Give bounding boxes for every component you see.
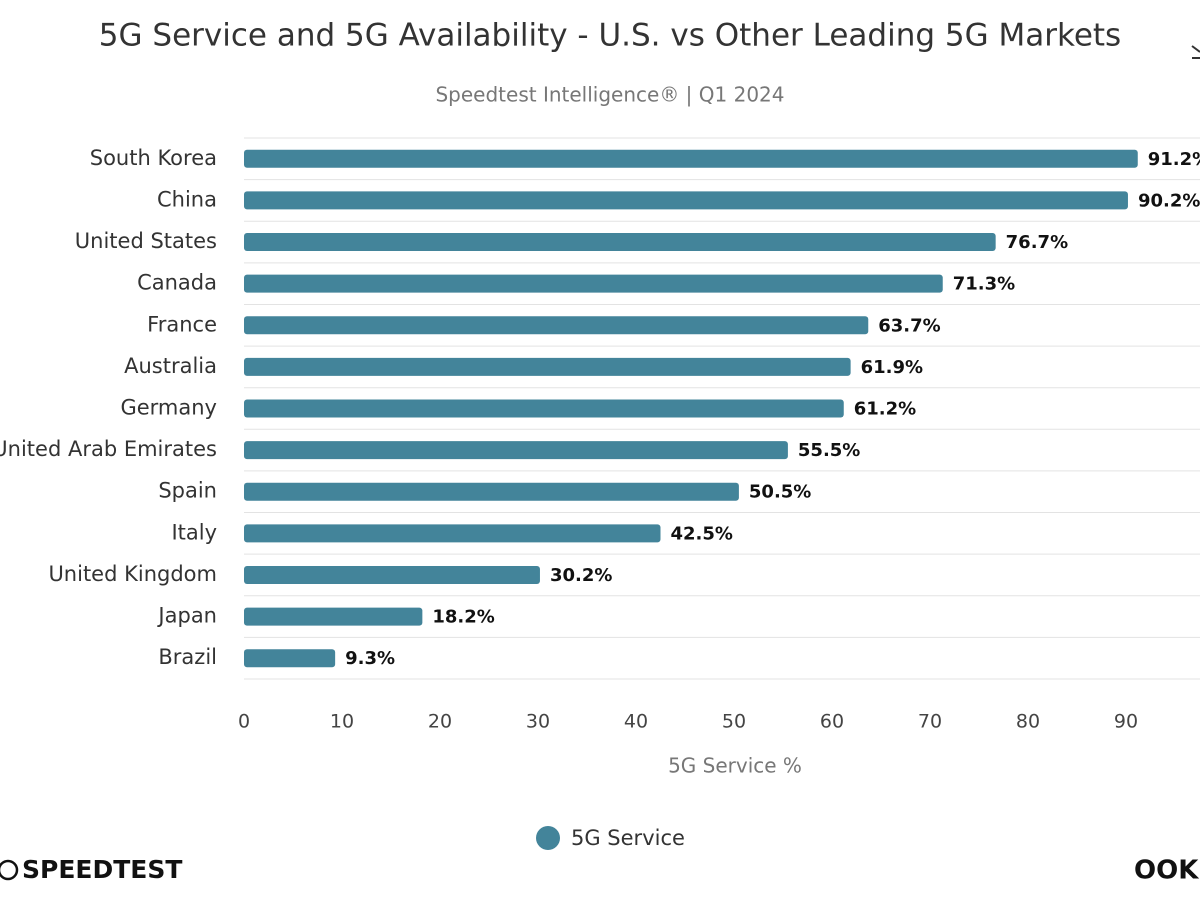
x-tick-label: 80 xyxy=(1016,711,1040,733)
speedtest-logo: SPEEDTEST xyxy=(22,855,182,884)
y-tick-label: United Kingdom xyxy=(48,562,217,586)
bar xyxy=(244,274,943,293)
download-glyph[interactable] xyxy=(1191,45,1200,59)
legend-label: 5G Service xyxy=(571,826,685,850)
value-label: 9.3% xyxy=(345,648,395,669)
speedtest-icon xyxy=(0,859,19,881)
y-tick-label: United States xyxy=(75,229,217,253)
y-tick-label: United Arab Emirates xyxy=(0,437,217,461)
x-tick-label: 70 xyxy=(918,711,942,733)
y-tick-label: Italy xyxy=(171,520,217,544)
value-label: 50.5% xyxy=(749,482,811,503)
x-tick-label: 90 xyxy=(1114,711,1138,733)
y-tick-label: China xyxy=(157,187,217,211)
bar xyxy=(244,607,423,626)
bar xyxy=(244,233,996,252)
x-tick-label: 20 xyxy=(428,711,452,733)
download-icon[interactable] xyxy=(1191,45,1200,59)
value-label: 18.2% xyxy=(432,607,494,628)
bar xyxy=(244,149,1138,168)
y-tick-label: Spain xyxy=(158,479,217,503)
y-tick-label: Canada xyxy=(137,271,217,295)
y-tick-label: Australia xyxy=(124,354,217,378)
value-label: 30.2% xyxy=(550,565,612,586)
value-label: 71.3% xyxy=(953,274,1015,295)
bar xyxy=(244,565,540,584)
bar xyxy=(244,399,844,418)
bar xyxy=(244,441,788,460)
x-tick-label: 0 xyxy=(238,711,250,733)
y-tick-label: South Korea xyxy=(90,146,217,170)
x-tick-label: 50 xyxy=(722,711,746,733)
x-tick-label: 30 xyxy=(526,711,550,733)
bar xyxy=(244,191,1128,210)
y-tick-label: Brazil xyxy=(158,645,217,669)
chart-subtitle: Speedtest Intelligence® | Q1 2024 xyxy=(435,83,784,107)
value-label: 76.7% xyxy=(1006,232,1068,253)
value-label: 55.5% xyxy=(798,440,860,461)
value-label: 42.5% xyxy=(671,523,733,544)
value-label: 61.9% xyxy=(861,357,923,378)
y-tick-label: Japan xyxy=(156,604,217,628)
bar xyxy=(244,357,851,376)
chart-title: 5G Service and 5G Availability - U.S. vs… xyxy=(99,18,1121,54)
value-label: 90.2% xyxy=(1138,190,1200,211)
bar xyxy=(244,649,336,668)
x-axis-title: 5G Service % xyxy=(668,754,802,778)
y-tick-label: Germany xyxy=(120,396,217,420)
value-label: 91.2% xyxy=(1148,149,1200,170)
legend-marker xyxy=(536,826,560,850)
x-tick-label: 40 xyxy=(624,711,648,733)
bar xyxy=(244,482,739,501)
value-label: 63.7% xyxy=(878,315,940,336)
value-label: 61.2% xyxy=(854,399,916,420)
ookla-logo: OOKLA xyxy=(1134,856,1200,886)
y-tick-label: France xyxy=(147,312,217,336)
bar xyxy=(244,524,661,543)
x-tick-label: 10 xyxy=(330,711,354,733)
bar xyxy=(244,316,869,335)
x-tick-label: 60 xyxy=(820,711,844,733)
